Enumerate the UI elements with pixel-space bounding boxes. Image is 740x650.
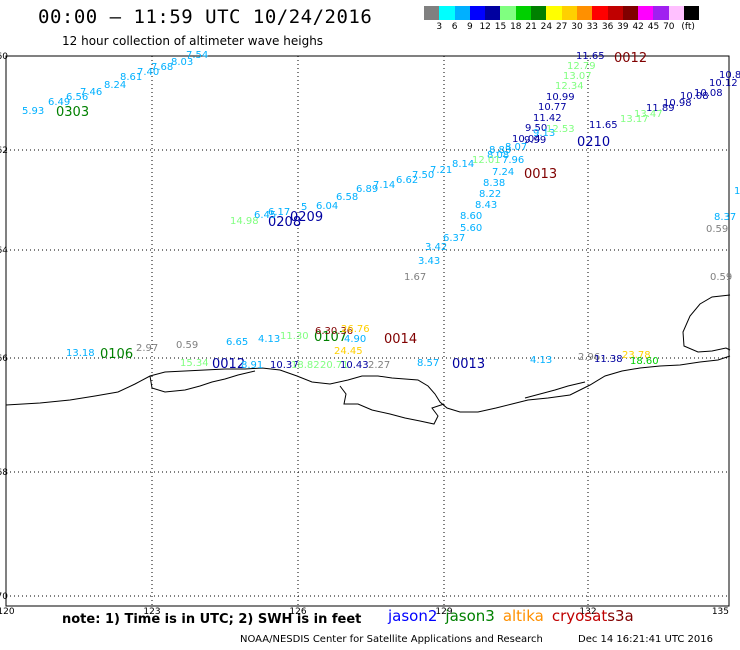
credit-line: NOAA/NESDIS Center for Satellite Applica… bbox=[240, 634, 543, 645]
wave-height-value: 6.04 bbox=[316, 201, 338, 212]
coastline-inlet-central bbox=[340, 386, 444, 424]
wave-height-value: 4.13 bbox=[530, 355, 552, 366]
wave-height-value: 7.21 bbox=[430, 165, 452, 176]
wave-height-value: 24.45 bbox=[334, 346, 363, 357]
wave-height-value: 10.77 bbox=[538, 102, 567, 113]
wave-height-value: 12.01 bbox=[472, 155, 501, 166]
wave-height-value: 13.18 bbox=[66, 348, 95, 359]
longitude-tick-label: 120 bbox=[0, 607, 15, 617]
wave-height-value: 10.43 bbox=[340, 360, 369, 371]
pass-label: 0013 bbox=[524, 167, 557, 182]
wave-height-value: 12.53 bbox=[546, 124, 575, 135]
wave-height-value: 6.65 bbox=[226, 337, 248, 348]
wave-height-value: 13.17 bbox=[620, 114, 649, 125]
wave-height-value: 18.60 bbox=[630, 356, 659, 367]
wave-height-value: 8.22 bbox=[479, 189, 501, 200]
wave-height-value: 7.24 bbox=[492, 167, 514, 178]
coastline-inlet-east bbox=[525, 382, 585, 398]
wave-height-value: 11.65 bbox=[589, 120, 618, 131]
wave-height-value: 5 bbox=[301, 202, 307, 213]
wave-height-value: 18.82 bbox=[291, 360, 320, 371]
generation-timestamp: Dec 14 16:21:41 UTC 2016 bbox=[578, 634, 713, 645]
wave-height-value: 8.38 bbox=[483, 178, 505, 189]
coastline-inlet-west bbox=[150, 371, 255, 392]
wave-height-value: 7.96 bbox=[502, 155, 524, 166]
latitude-tick-label: -62 bbox=[0, 146, 8, 156]
latitude-tick-label: -68 bbox=[0, 468, 8, 478]
satellite-legend: jason2 jason3 altika cryosats3a bbox=[388, 607, 642, 625]
wave-height-value: 8.91 bbox=[241, 360, 263, 371]
wave-height-value: 4.13 bbox=[258, 334, 280, 345]
legend-altika: altika bbox=[503, 607, 544, 625]
wave-height-value: 6.17 bbox=[268, 207, 290, 218]
wave-height-value: 7.68 bbox=[151, 62, 173, 73]
pass-label: 0106 bbox=[100, 347, 133, 362]
wave-height-value: 12.34 bbox=[555, 81, 584, 92]
latitude-tick-label: -66 bbox=[0, 354, 8, 364]
wave-height-value: 10.21 bbox=[734, 186, 740, 197]
latitude-tick-label: -60 bbox=[0, 52, 8, 62]
wave-height-value: 8.60 bbox=[460, 211, 482, 222]
latitude-tick-label: -64 bbox=[0, 246, 8, 256]
wave-height-value: 8.37 bbox=[714, 212, 736, 223]
wave-height-value: 8.57 bbox=[417, 358, 439, 369]
ice-shelf-east bbox=[683, 295, 730, 352]
pass-label: 0013 bbox=[452, 357, 485, 372]
wave-height-value: 0.59 bbox=[176, 340, 198, 351]
wave-height-value: 0.59 bbox=[710, 272, 732, 283]
wave-height-value: 0.59 bbox=[706, 224, 728, 235]
legend-jason3: jason3 bbox=[445, 607, 494, 625]
map-canvas: 120123126129132135-60-62-64-66-68-70 030… bbox=[0, 0, 740, 650]
wave-height-value: 8.14 bbox=[452, 159, 474, 170]
legend-s3a: s3a bbox=[607, 607, 634, 625]
wave-height-value: 3.43 bbox=[418, 256, 440, 267]
wave-height-value: 2.97 bbox=[136, 343, 158, 354]
wave-height-value: 4.90 bbox=[344, 334, 366, 345]
wave-height-value: 6.58 bbox=[336, 192, 358, 203]
wave-height-value: 11.30 bbox=[280, 331, 309, 342]
wave-height-value: 7.46 bbox=[80, 87, 102, 98]
wave-height-value: 3.42 bbox=[425, 242, 447, 253]
pass-label: 0014 bbox=[384, 332, 417, 347]
wave-height-value: 2.27 bbox=[368, 360, 390, 371]
wave-height-value: 15.34 bbox=[180, 358, 209, 369]
longitude-tick-label: 135 bbox=[712, 607, 729, 617]
pass-label: 0012 bbox=[614, 51, 647, 66]
legend-jason2: jason2 bbox=[388, 607, 437, 625]
footer-note: note: 1) Time is in UTC; 2) SWH is in fe… bbox=[62, 612, 361, 627]
wave-height-value: 7.14 bbox=[373, 180, 395, 191]
wave-height-value: 1.67 bbox=[404, 272, 426, 283]
legend-cryosat: cryosat bbox=[552, 607, 607, 625]
wave-height-value: 11.38 bbox=[594, 354, 623, 365]
wave-height-value: 5.93 bbox=[22, 106, 44, 117]
wave-height-value: 10.84 bbox=[719, 70, 740, 81]
altimeter-wave-map: 00:00 – 11:59 UTC 10/24/2016 12 hour col… bbox=[0, 0, 740, 650]
latitude-tick-label: -70 bbox=[0, 592, 8, 602]
wave-height-value: 7.54 bbox=[186, 50, 208, 61]
pass-label: 0210 bbox=[577, 135, 610, 150]
wave-height-value: 8.43 bbox=[475, 200, 497, 211]
